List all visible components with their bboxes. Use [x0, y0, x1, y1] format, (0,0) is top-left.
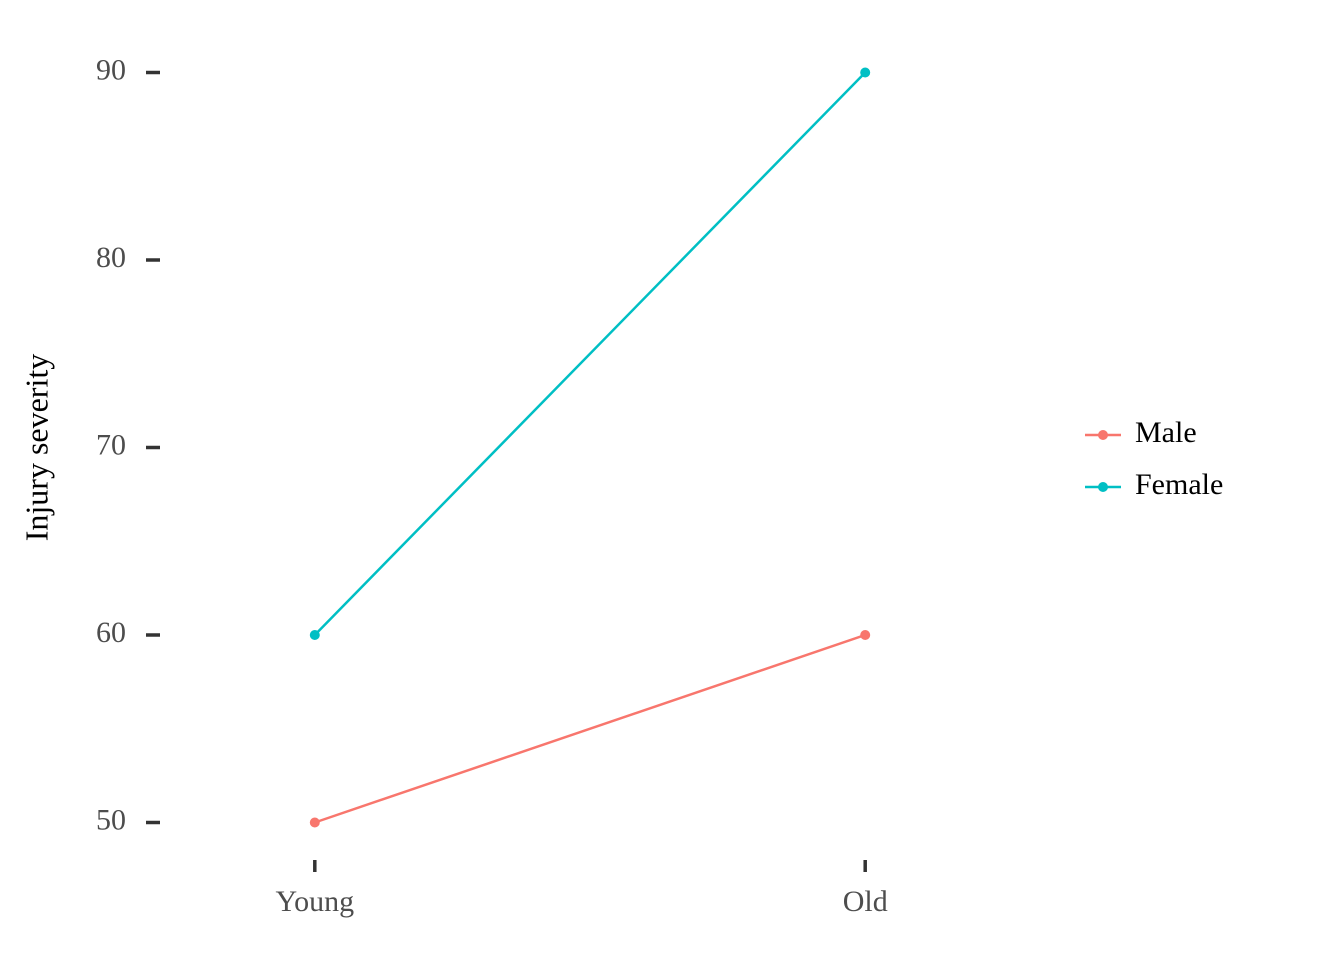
legend-label: Male [1135, 416, 1197, 449]
x-tick-label: Young [275, 885, 354, 918]
series-point-female [310, 630, 320, 640]
series-point-female [860, 68, 870, 78]
y-tick-label: 80 [96, 241, 126, 274]
series-point-male [860, 630, 870, 640]
series-point-male [310, 818, 320, 828]
y-tick-label: 60 [96, 616, 126, 649]
legend-swatch-point [1098, 430, 1108, 440]
y-tick-label: 50 [96, 803, 126, 836]
legend-swatch-point [1098, 482, 1108, 492]
injury-severity-chart: 50 60 70 80 90 Injury severity Young Old Male Fem… [0, 0, 1344, 960]
y-axis-title: Injury severity [18, 354, 54, 542]
y-tick-label: 70 [96, 428, 126, 461]
y-tick-label: 90 [96, 53, 126, 86]
legend-label: Female [1135, 468, 1223, 501]
x-tick-label: Old [843, 885, 888, 918]
